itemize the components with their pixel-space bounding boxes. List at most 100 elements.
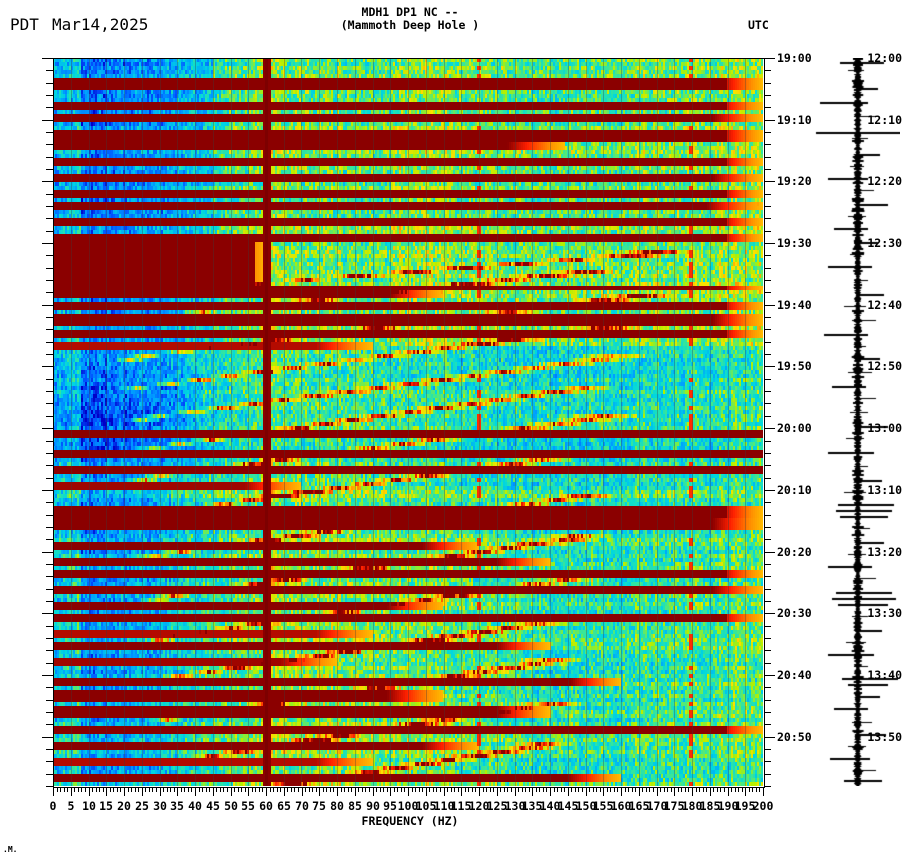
freq-tick-minor <box>742 787 743 792</box>
freq-tick-minor <box>688 787 689 792</box>
freq-tick-minor <box>64 787 65 792</box>
freq-label: 160 <box>610 799 632 813</box>
time-tick-minor <box>764 502 771 503</box>
freq-tick-minor <box>209 787 210 792</box>
freq-tick-minor <box>412 787 413 792</box>
time-tick-minor <box>764 638 771 639</box>
freq-tick-minor <box>589 787 590 792</box>
spectrogram-plot[interactable] <box>53 58 763 786</box>
time-tick-major <box>42 490 53 491</box>
time-tick-minor <box>764 354 771 355</box>
freq-tick-major <box>515 787 516 796</box>
freq-tick-minor <box>312 787 313 792</box>
time-tick-major <box>42 58 53 59</box>
time-tick-minor <box>46 527 53 528</box>
freq-tick-minor <box>500 787 501 792</box>
freq-tick-minor <box>671 787 672 792</box>
timezone-left-label: PDT <box>10 15 39 34</box>
freq-tick-minor <box>625 787 626 792</box>
time-tick-minor <box>764 515 771 516</box>
freq-label: 125 <box>486 799 508 813</box>
time-tick-minor <box>764 70 771 71</box>
freq-tick-minor <box>681 787 682 792</box>
freq-tick-minor <box>706 787 707 792</box>
freq-label: 190 <box>717 799 739 813</box>
time-tick-minor <box>764 465 771 466</box>
freq-tick-minor <box>316 787 317 792</box>
time-tick-minor <box>46 292 53 293</box>
time-tick-major <box>764 552 775 553</box>
freq-tick-minor <box>699 787 700 792</box>
freq-tick-major <box>763 787 764 796</box>
freq-label: 80 <box>330 799 344 813</box>
freq-tick-major <box>124 787 125 796</box>
freq-tick-minor <box>341 787 342 792</box>
time-tick-minor <box>46 638 53 639</box>
freq-tick-minor <box>387 787 388 792</box>
freq-tick-minor <box>546 787 547 792</box>
freq-tick-minor <box>103 787 104 792</box>
freq-tick-minor <box>291 787 292 792</box>
time-tick-minor <box>46 70 53 71</box>
freq-tick-minor <box>362 787 363 792</box>
time-tick-major <box>42 428 53 429</box>
time-tick-minor <box>764 292 771 293</box>
time-tick-minor <box>46 317 53 318</box>
freq-tick-minor <box>57 787 58 792</box>
freq-tick-minor <box>738 787 739 792</box>
waveform-trace[interactable] <box>800 58 900 786</box>
freq-tick-minor <box>223 787 224 792</box>
time-tick-minor <box>46 206 53 207</box>
time-tick-major <box>42 366 53 367</box>
freq-tick-minor <box>273 787 274 792</box>
freq-tick-minor <box>67 787 68 792</box>
freq-tick-minor <box>759 787 760 792</box>
freq-tick-minor <box>206 787 207 792</box>
freq-tick-minor <box>394 787 395 792</box>
freq-label: 115 <box>450 799 472 813</box>
time-tick-major <box>42 243 53 244</box>
freq-tick-minor <box>600 787 601 792</box>
freq-tick-minor <box>238 787 239 792</box>
freq-tick-minor <box>81 787 82 792</box>
freq-label: 110 <box>433 799 455 813</box>
time-tick-minor <box>764 379 771 380</box>
corner-artifact: .M. <box>3 845 18 854</box>
time-tick-minor <box>764 712 771 713</box>
time-tick-minor <box>764 786 771 787</box>
freq-tick-minor <box>522 787 523 792</box>
time-tick-major <box>764 737 775 738</box>
freq-label: 100 <box>397 799 419 813</box>
time-tick-minor <box>46 194 53 195</box>
freq-tick-minor <box>504 787 505 792</box>
freq-tick-minor <box>607 787 608 792</box>
time-tick-minor <box>46 576 53 577</box>
freq-tick-minor <box>529 787 530 792</box>
freq-tick-minor <box>323 787 324 792</box>
freq-tick-minor <box>554 787 555 792</box>
freq-tick-minor <box>277 787 278 792</box>
freq-tick-minor <box>358 787 359 792</box>
time-tick-minor <box>764 601 771 602</box>
freq-tick-minor <box>447 787 448 792</box>
freq-tick-minor <box>436 787 437 792</box>
freq-tick-minor <box>752 787 753 792</box>
time-tick-minor <box>764 564 771 565</box>
freq-tick-minor <box>614 787 615 792</box>
freq-label: 5 <box>67 799 75 813</box>
freq-tick-major <box>657 787 658 796</box>
freq-tick-major <box>639 787 640 796</box>
freq-tick-major <box>461 787 462 796</box>
freq-label: 175 <box>663 799 685 813</box>
freq-tick-minor <box>536 787 537 792</box>
freq-tick-major <box>337 787 338 796</box>
time-tick-major <box>42 613 53 614</box>
freq-tick-minor <box>575 787 576 792</box>
time-tick-major <box>42 305 53 306</box>
freq-tick-major <box>479 787 480 796</box>
time-tick-major <box>764 613 775 614</box>
freq-tick-minor <box>220 787 221 792</box>
freq-tick-minor <box>202 787 203 792</box>
time-tick-minor <box>46 724 53 725</box>
time-tick-minor <box>764 527 771 528</box>
